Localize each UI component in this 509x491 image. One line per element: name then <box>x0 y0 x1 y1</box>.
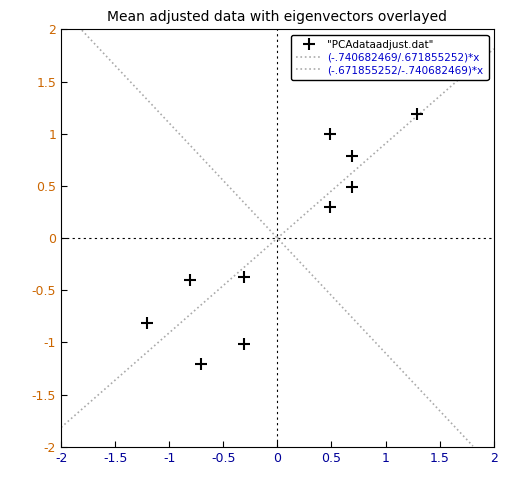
Title: Mean adjusted data with eigenvectors overlayed: Mean adjusted data with eigenvectors ove… <box>107 10 447 24</box>
Legend: "PCAdataadjust.dat", (-.740682469/.671855252)*x, (-.671855252/-.740682469)*x: "PCAdataadjust.dat", (-.740682469/.67185… <box>291 35 489 81</box>
